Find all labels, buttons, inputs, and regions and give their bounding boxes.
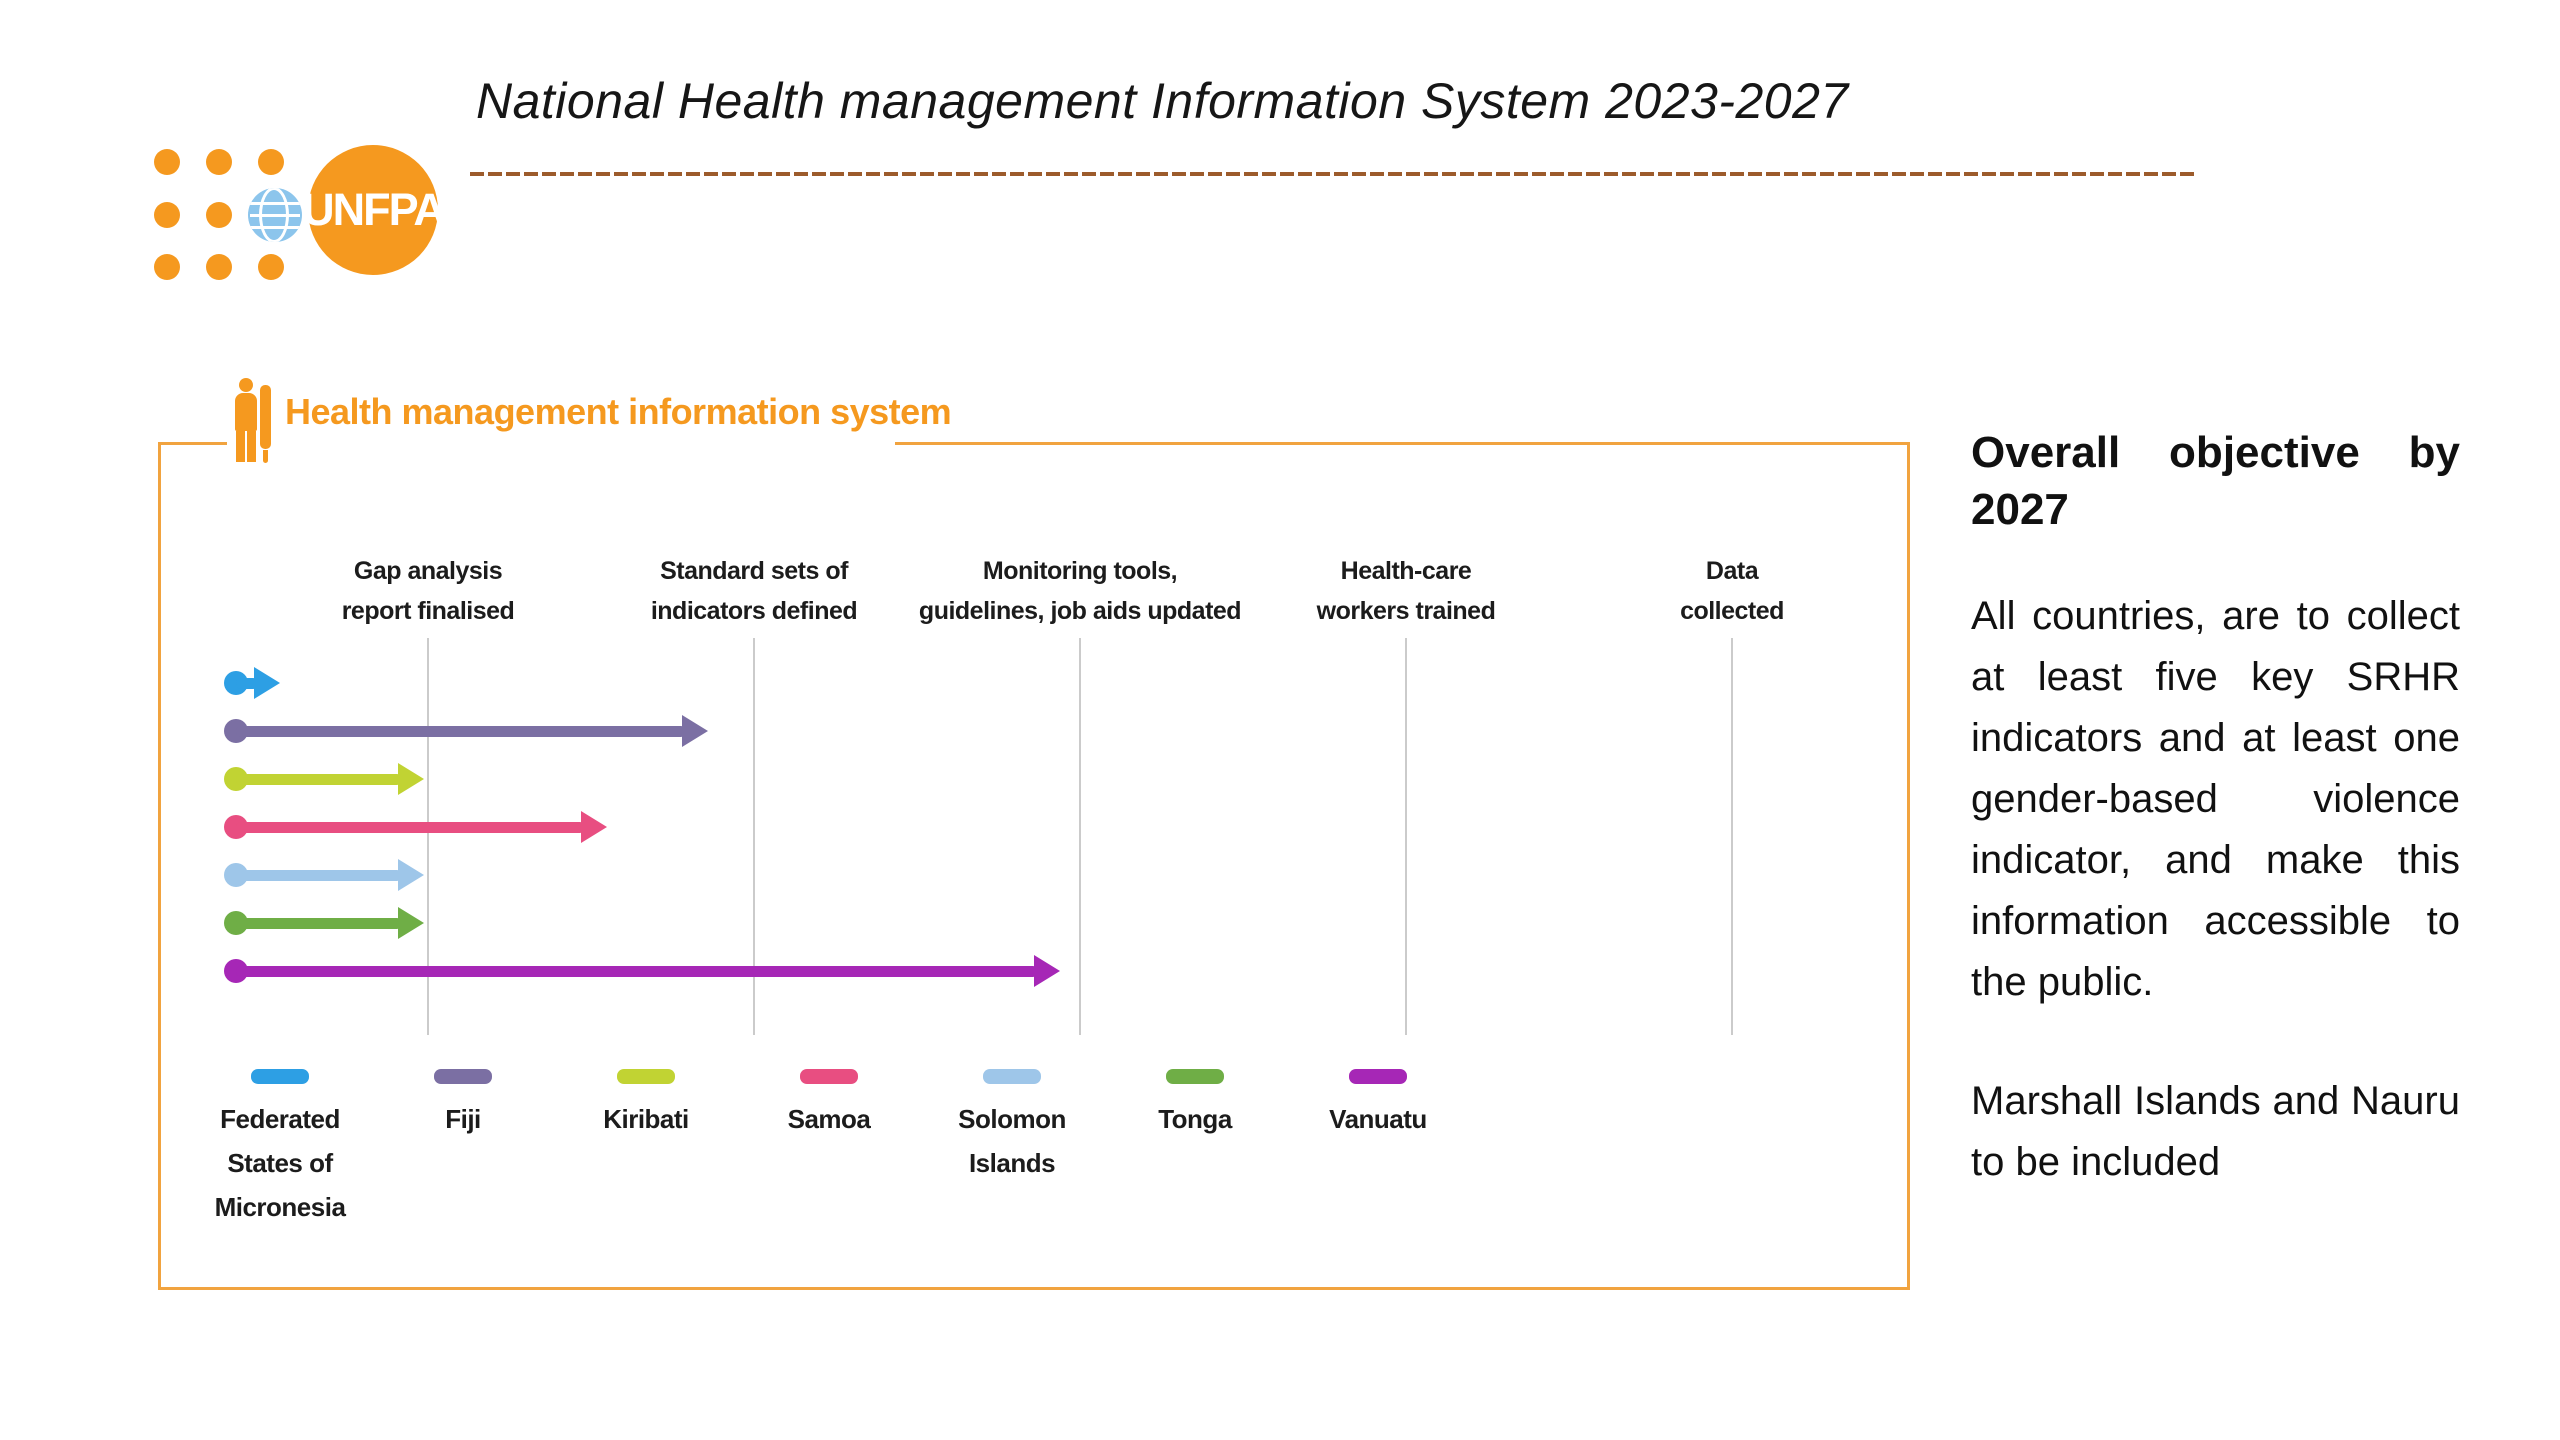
logo-dot [206,149,232,175]
legend-swatch [800,1069,858,1084]
legend-item: Kiribati [561,1069,731,1141]
milestone-gridline [427,638,429,1035]
country-arrow-shaft [236,821,586,833]
country-arrow-head [398,763,425,795]
legend-swatch [1166,1069,1224,1084]
person-icon [231,378,275,464]
logo-dot [206,202,232,228]
milestone-label: Standard sets of indicators defined [650,557,858,625]
chart-title: Health management information system [285,391,952,432]
milestone-chart: Gap analysis report finalised Standard se… [161,445,1907,1287]
country-arrow-head [682,715,709,747]
legend-label: Samoa [787,1104,871,1134]
milestone-label: Gap analysis report finalised [341,557,515,625]
objective-heading: Overall objective by 2027 [1971,428,2460,534]
milestone-gridline [753,638,755,1035]
milestone-gridline [1079,638,1081,1035]
country-arrow-head [398,859,425,891]
legend-item: Fiji [378,1069,548,1141]
objective-panel: Overall objective by 2027 All countries,… [1971,424,2460,1193]
country-arrow-shaft [236,677,259,689]
title-underline [470,172,2198,176]
legend-swatch [617,1069,675,1084]
unfpa-logo-text: UNFPA [302,184,446,235]
milestone-gridline [1405,638,1407,1035]
objective-body: All countries, are to collect at least f… [1971,594,2460,1004]
milestone-label: Monitoring tools, guidelines, job aids u… [918,557,1242,625]
logo-dot [258,149,284,175]
logo-dot [154,202,180,228]
legend-item: Samoa [744,1069,914,1141]
logo-dot [154,149,180,175]
logo-dot [154,254,180,280]
legend-label: Kiribati [603,1104,689,1134]
country-arrow-head [398,907,425,939]
milestone-label: Health-care workers trained [1316,557,1496,625]
legend-label: Fiji [445,1104,481,1134]
legend-label: Federated States of Micronesia [214,1104,346,1222]
legend-item: Tonga [1110,1069,1280,1141]
logo-dot [206,254,232,280]
objective-note: Marshall Islands and Nauru to be include… [1971,1079,2460,1184]
legend-item: Solomon Islands [927,1069,1097,1185]
country-arrow-shaft [236,917,403,929]
legend-swatch [1349,1069,1407,1084]
unfpa-logo: UNFPA [140,130,470,300]
legend-swatch [251,1069,309,1084]
country-arrow-shaft [236,773,403,785]
legend-label: Tonga [1158,1104,1232,1134]
milestone-label: Data collected [1680,557,1784,625]
legend-item: Vanuatu [1293,1069,1463,1141]
legend-label: Vanuatu [1329,1104,1427,1134]
slide-title: National Health management Information S… [476,73,1849,129]
country-arrow-head [254,667,281,699]
legend-swatch [983,1069,1041,1084]
country-arrow-shaft [236,965,1039,977]
panel-title-mask [227,437,895,453]
milestone-gridline [1731,638,1733,1035]
hmis-chart-panel: Health management information system Gap… [158,378,1910,1290]
logo-dot [258,254,284,280]
country-arrow-head [1034,955,1061,987]
country-arrow-shaft [236,725,687,737]
legend-item: Federated States of Micronesia [195,1069,365,1229]
legend-label: Solomon Islands [958,1104,1066,1178]
unfpa-logo-circle: UNFPA [302,145,446,275]
country-arrow-shaft [236,869,403,881]
country-arrow-head [581,811,608,843]
legend-swatch [434,1069,492,1084]
un-globe-icon [248,188,302,242]
